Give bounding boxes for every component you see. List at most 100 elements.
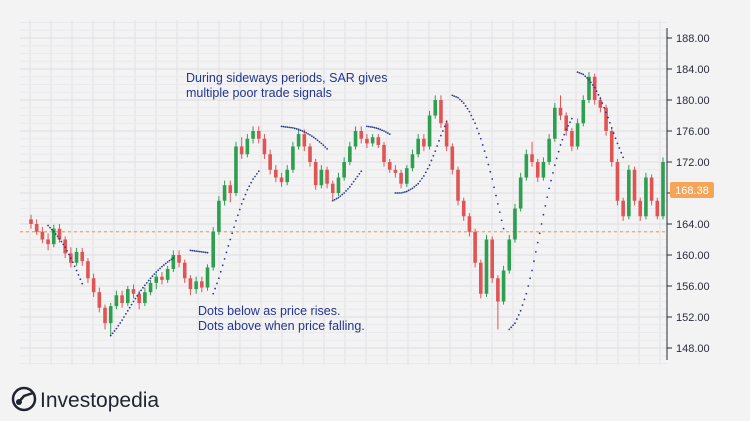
candle-body-up xyxy=(553,107,557,139)
sar-dot-below xyxy=(117,324,120,327)
sar-dot-above xyxy=(297,128,300,131)
sar-dot-below xyxy=(419,180,421,183)
sar-dot-below xyxy=(417,182,420,185)
sar-dot-above xyxy=(622,156,625,159)
sar-dot-above xyxy=(588,78,590,81)
sar-dot-below xyxy=(252,178,254,180)
candle-body-down xyxy=(274,169,278,178)
candle-body-down xyxy=(80,251,85,262)
candle-body-up xyxy=(342,162,346,178)
brand-logo: Investopedia xyxy=(11,386,159,412)
sar-dot-below xyxy=(168,259,171,262)
sar-dot-below xyxy=(569,121,571,124)
candle-body-down xyxy=(393,169,398,173)
sar-dot-above xyxy=(52,230,55,233)
sar-dot-above xyxy=(66,249,68,252)
sar-dot-below xyxy=(162,264,165,266)
sar-dot-below xyxy=(398,192,401,194)
sar-dot-below xyxy=(238,208,241,211)
sar-dot-below xyxy=(407,189,410,192)
candle-body-down xyxy=(279,177,284,183)
y-axis-tick-label: 172.00 xyxy=(676,157,710,169)
candle-body-up xyxy=(74,251,79,263)
candle-body-up xyxy=(348,146,352,162)
sar-dot-above xyxy=(616,142,619,145)
sar-dot-below xyxy=(415,184,418,187)
candle-body-down xyxy=(262,138,267,155)
candle-body-up xyxy=(217,200,221,232)
candle-body-up xyxy=(234,146,238,193)
sar-dot-below xyxy=(440,134,442,137)
sar-dot-below xyxy=(430,159,433,162)
sar-dot-below xyxy=(515,318,518,320)
candle-body-down xyxy=(444,123,449,147)
sar-dot-above xyxy=(474,122,477,125)
sar-dot-below xyxy=(421,177,423,180)
sar-dot-above xyxy=(58,237,61,240)
sar-dot-above xyxy=(206,251,209,254)
sar-dot-below xyxy=(405,190,408,193)
y-axis-tick-label: 148.00 xyxy=(676,343,710,355)
candle-body-down xyxy=(91,278,96,293)
sar-dot-below xyxy=(533,260,535,263)
sar-dot-below xyxy=(119,322,122,324)
sar-dot-below xyxy=(132,300,135,303)
sar-dot-above xyxy=(324,146,327,148)
sar-dot-above xyxy=(68,253,70,256)
sar-dot-below xyxy=(561,138,564,141)
sar-dot-above xyxy=(576,71,579,73)
sar-dot-below xyxy=(411,187,414,190)
candle-body-up xyxy=(108,306,113,324)
candle-body-up xyxy=(148,282,153,293)
sar-dot-above xyxy=(578,71,581,74)
sar-dot-above xyxy=(309,133,311,136)
sar-dot-above xyxy=(47,224,49,227)
sar-dot-above xyxy=(595,90,598,93)
sar-dot-above xyxy=(453,95,456,98)
sar-dot-above xyxy=(468,110,471,113)
sar-dot-below xyxy=(126,309,129,312)
sar-dot-below xyxy=(542,213,545,216)
sar-dot-below xyxy=(358,172,361,175)
sar-dot-below xyxy=(544,205,547,207)
sar-dot-below xyxy=(134,297,137,300)
candle-body-down xyxy=(97,292,102,308)
candle-body-up xyxy=(114,295,119,307)
candle-body-down xyxy=(302,134,307,147)
sar-dot-below xyxy=(443,125,446,128)
sar-dot-below xyxy=(432,154,435,157)
sar-dot-above xyxy=(280,125,283,128)
sar-dot-above xyxy=(597,93,600,96)
sar-dot-above xyxy=(603,106,606,109)
sar-dot-below xyxy=(130,303,133,306)
price-tag-background xyxy=(670,182,714,199)
candle-body-up xyxy=(222,185,227,201)
sar-dot-above xyxy=(601,102,604,104)
sar-dot-above xyxy=(599,97,602,100)
sar-dot-above xyxy=(199,250,201,253)
sar-dot-below xyxy=(229,238,232,241)
sar-dot-below xyxy=(248,185,251,188)
sar-dot-below xyxy=(534,251,537,253)
sar-dot-below xyxy=(424,171,427,174)
sar-dot-above xyxy=(54,233,57,235)
sar-dot-below xyxy=(571,117,573,120)
sar-dot-below xyxy=(552,171,554,174)
sar-dot-above xyxy=(312,136,315,139)
candle-body-up xyxy=(541,162,546,178)
sar-dot-above xyxy=(500,219,503,222)
sar-dot-above xyxy=(288,126,291,129)
sar-dot-below xyxy=(402,191,404,194)
candle-body-down xyxy=(330,183,335,193)
annotations: During sideways periods, SAR gives multi… xyxy=(186,71,387,333)
candle-body-down xyxy=(609,131,614,162)
sar-dot-below xyxy=(157,269,160,272)
sar-dot-below xyxy=(155,271,158,273)
candle-body-down xyxy=(598,100,603,108)
sar-dot-above xyxy=(479,137,482,140)
sar-dot-above xyxy=(369,125,372,128)
sar-dot-above xyxy=(189,249,192,252)
candle-body-up xyxy=(165,268,170,280)
sar-dot-below xyxy=(394,192,397,194)
candle-body-up xyxy=(171,255,176,269)
